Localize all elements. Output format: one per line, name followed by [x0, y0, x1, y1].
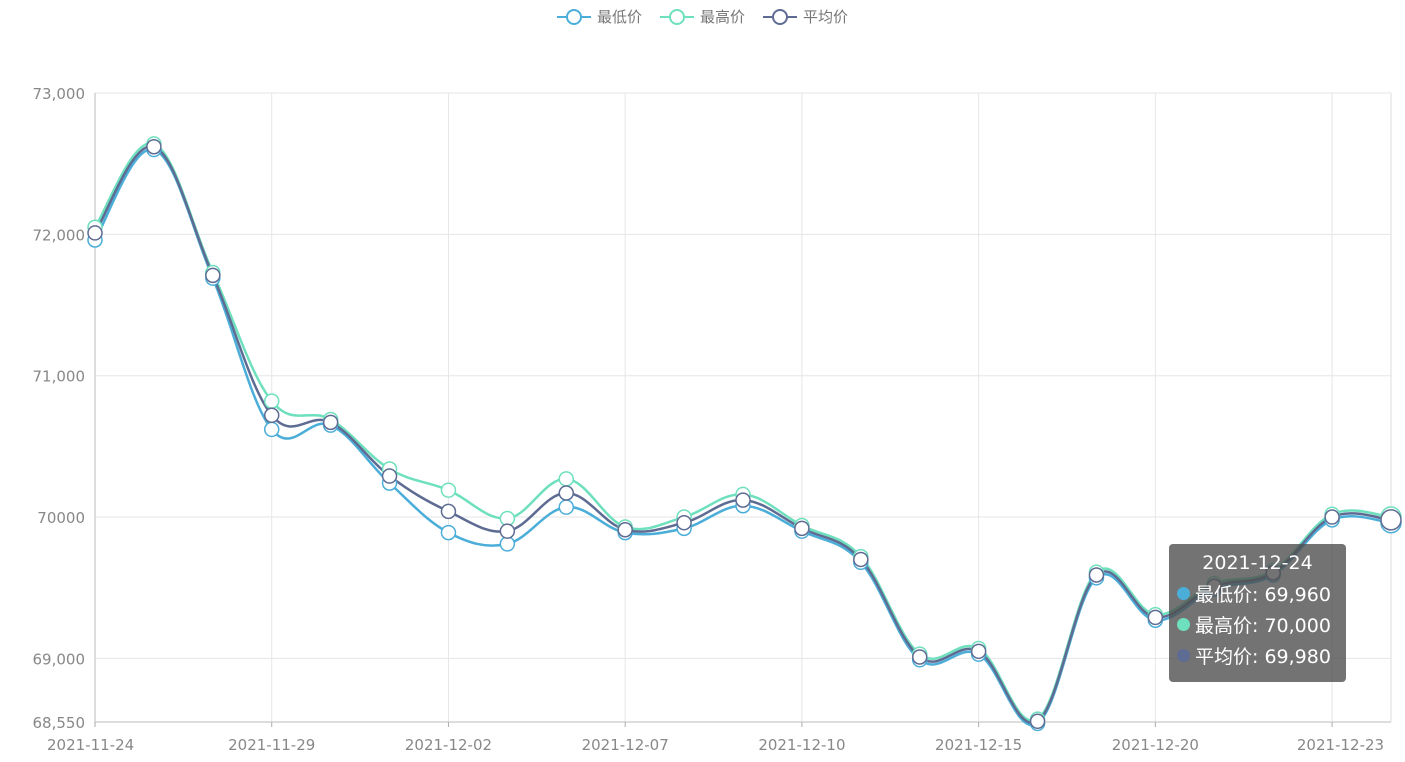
- y-tick-label: 73,000: [33, 85, 86, 103]
- tooltip-value-avg: 平均价: 69,980: [1195, 646, 1331, 668]
- y-tick-label: 72,000: [33, 226, 86, 244]
- point-avg[interactable]: [1088, 567, 1105, 583]
- tooltip-row-low: 最低价: 69,960: [1177, 578, 1338, 609]
- point-avg[interactable]: [735, 492, 751, 508]
- legend-label-high: 最高价: [699, 8, 745, 26]
- x-tick-label: 2021-12-07: [582, 736, 669, 754]
- point-low[interactable]: [499, 536, 516, 552]
- tooltip-value-high: 最高价: 70,000: [1195, 615, 1331, 637]
- point-high[interactable]: [263, 393, 280, 409]
- point-high[interactable]: [558, 471, 575, 487]
- point-high[interactable]: [499, 510, 516, 527]
- y-tick-label: 69,000: [33, 650, 86, 668]
- legend-item-high[interactable]: 最高价: [659, 6, 745, 27]
- legend-mark-high: [659, 7, 694, 27]
- y-tick-label: 70000: [37, 509, 85, 527]
- tooltip-dot-high: [1177, 618, 1190, 631]
- point-avg[interactable]: [794, 520, 810, 537]
- point-avg[interactable]: [263, 407, 280, 424]
- point-avg[interactable]: [1147, 609, 1164, 626]
- tooltip-dot-low: [1177, 587, 1190, 600]
- point-avg[interactable]: [146, 138, 162, 155]
- x-tick-label: 2021-12-10: [758, 736, 845, 754]
- legend-item-avg[interactable]: 平均价: [763, 6, 848, 27]
- x-tick-label: 2021-11-29: [228, 736, 315, 754]
- tooltip-row-avg: 平均价: 69,980: [1177, 640, 1338, 671]
- x-tick-label: 2021-12-02: [405, 736, 492, 754]
- point-avg[interactable]: [1324, 509, 1340, 525]
- tooltip-value-low: 最低价: 69,960: [1195, 584, 1331, 606]
- y-tick-label: 71,000: [33, 368, 86, 386]
- point-high[interactable]: [440, 482, 457, 498]
- point-low[interactable]: [263, 421, 280, 438]
- legend-mark-low: [556, 7, 591, 27]
- legend-mark-avg: [763, 7, 797, 27]
- point-avg[interactable]: [205, 267, 221, 284]
- x-tick-label: 2021-11-24: [47, 736, 134, 754]
- tooltip-row-high: 最高价: 70,000: [1177, 609, 1338, 640]
- tooltip: 2021-12-24 最低价: 69,960 最高价: 70,000 平均价: …: [1169, 544, 1346, 682]
- x-tick-label: 2021-12-15: [935, 736, 1022, 754]
- point-avg[interactable]: [1380, 509, 1402, 531]
- point-avg[interactable]: [322, 414, 339, 431]
- point-avg[interactable]: [853, 551, 869, 568]
- point-avg[interactable]: [558, 485, 575, 501]
- legend: 最低价 最高价 平均价: [0, 6, 1405, 27]
- tooltip-dot-avg: [1177, 649, 1190, 662]
- legend-label-avg: 平均价: [803, 8, 849, 26]
- point-avg[interactable]: [499, 523, 516, 539]
- point-avg[interactable]: [440, 503, 457, 520]
- point-low[interactable]: [440, 524, 457, 541]
- axes: 68,550 69,000 70000 71,000 72,000 73,000 2021-…: [33, 85, 1392, 754]
- point-avg[interactable]: [1029, 713, 1046, 730]
- x-tick-label: 2021-12-20: [1112, 736, 1199, 754]
- tooltip-title: 2021-12-24: [1202, 552, 1313, 574]
- point-avg[interactable]: [676, 514, 692, 531]
- point-avg[interactable]: [381, 468, 398, 484]
- y-tick-label: 68,550: [33, 714, 86, 732]
- x-tick-label: 2021-12-23: [1297, 736, 1384, 754]
- point-avg[interactable]: [617, 522, 633, 538]
- legend-item-low[interactable]: 最低价: [556, 6, 642, 27]
- point-avg[interactable]: [970, 643, 987, 660]
- point-avg[interactable]: [87, 225, 103, 241]
- legend-label-low: 最低价: [596, 8, 642, 26]
- point-low[interactable]: [558, 499, 575, 515]
- point-avg[interactable]: [911, 649, 928, 665]
